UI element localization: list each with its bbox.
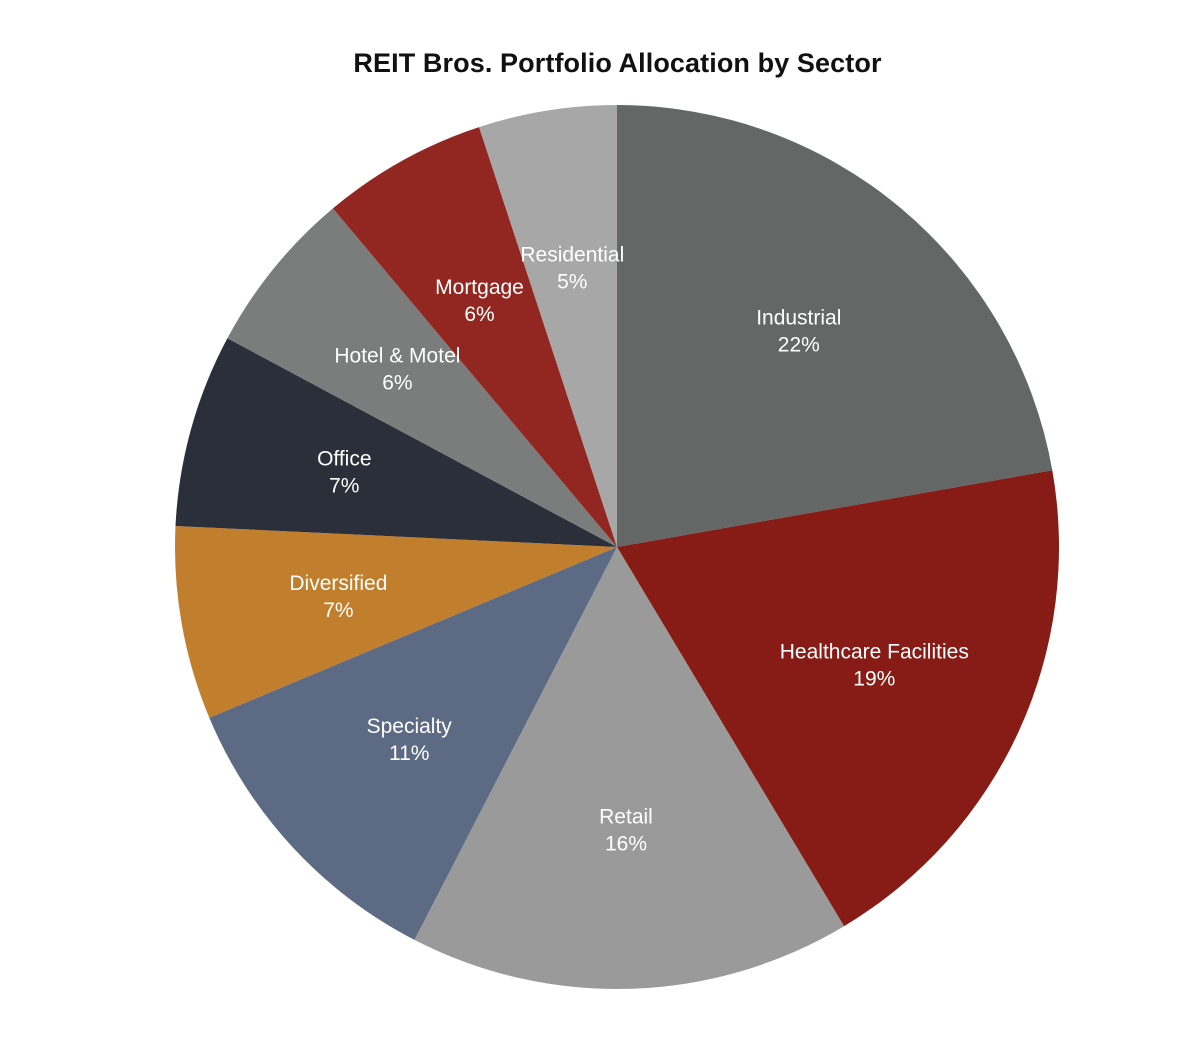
slice-value-specialty: 11% — [389, 742, 429, 765]
slice-value-hotel-and-motel: 6% — [382, 372, 412, 395]
pie-slice-retail — [414, 547, 845, 990]
pie-slice-specialty — [209, 547, 617, 940]
pie-slice-office — [175, 338, 617, 547]
chart-title: REIT Bros. Portfolio Allocation by Secto… — [353, 48, 882, 78]
pie-slice-hotel-and-motel — [227, 208, 617, 547]
pie-slice-healthcare-facilities — [617, 470, 1060, 927]
slice-value-mortgage: 6% — [464, 303, 494, 326]
slice-label-specialty: Specialty — [367, 715, 453, 738]
slice-label-office: Office — [317, 448, 371, 471]
pie-slice-residential — [479, 105, 617, 547]
slice-label-retail: Retail — [599, 806, 653, 829]
slice-label-healthcare-facilities: Healthcare Facilities — [780, 641, 969, 664]
slice-value-diversified: 7% — [323, 599, 353, 622]
slice-label-diversified: Diversified — [289, 572, 387, 595]
slice-label-industrial: Industrial — [756, 306, 841, 329]
slice-value-healthcare-facilities: 19% — [853, 668, 895, 691]
pie-slice-mortgage — [332, 127, 617, 547]
pie-slices — [174, 105, 1060, 990]
slice-label-hotel-and-motel: Hotel & Motel — [334, 345, 460, 368]
pie-labels: Industrial 22% Healthcare Facilities 19% Ret… — [289, 244, 968, 856]
slice-label-mortgage: Mortgage — [435, 276, 524, 299]
pie-slice-diversified — [174, 525, 617, 718]
slice-value-retail: 16% — [605, 833, 647, 856]
slice-value-office: 7% — [329, 475, 359, 498]
slice-value-industrial: 22% — [778, 333, 820, 356]
pie-slice-industrial — [617, 105, 1053, 547]
slice-value-residential: 5% — [557, 271, 587, 294]
slice-label-residential: Residential — [520, 244, 624, 267]
